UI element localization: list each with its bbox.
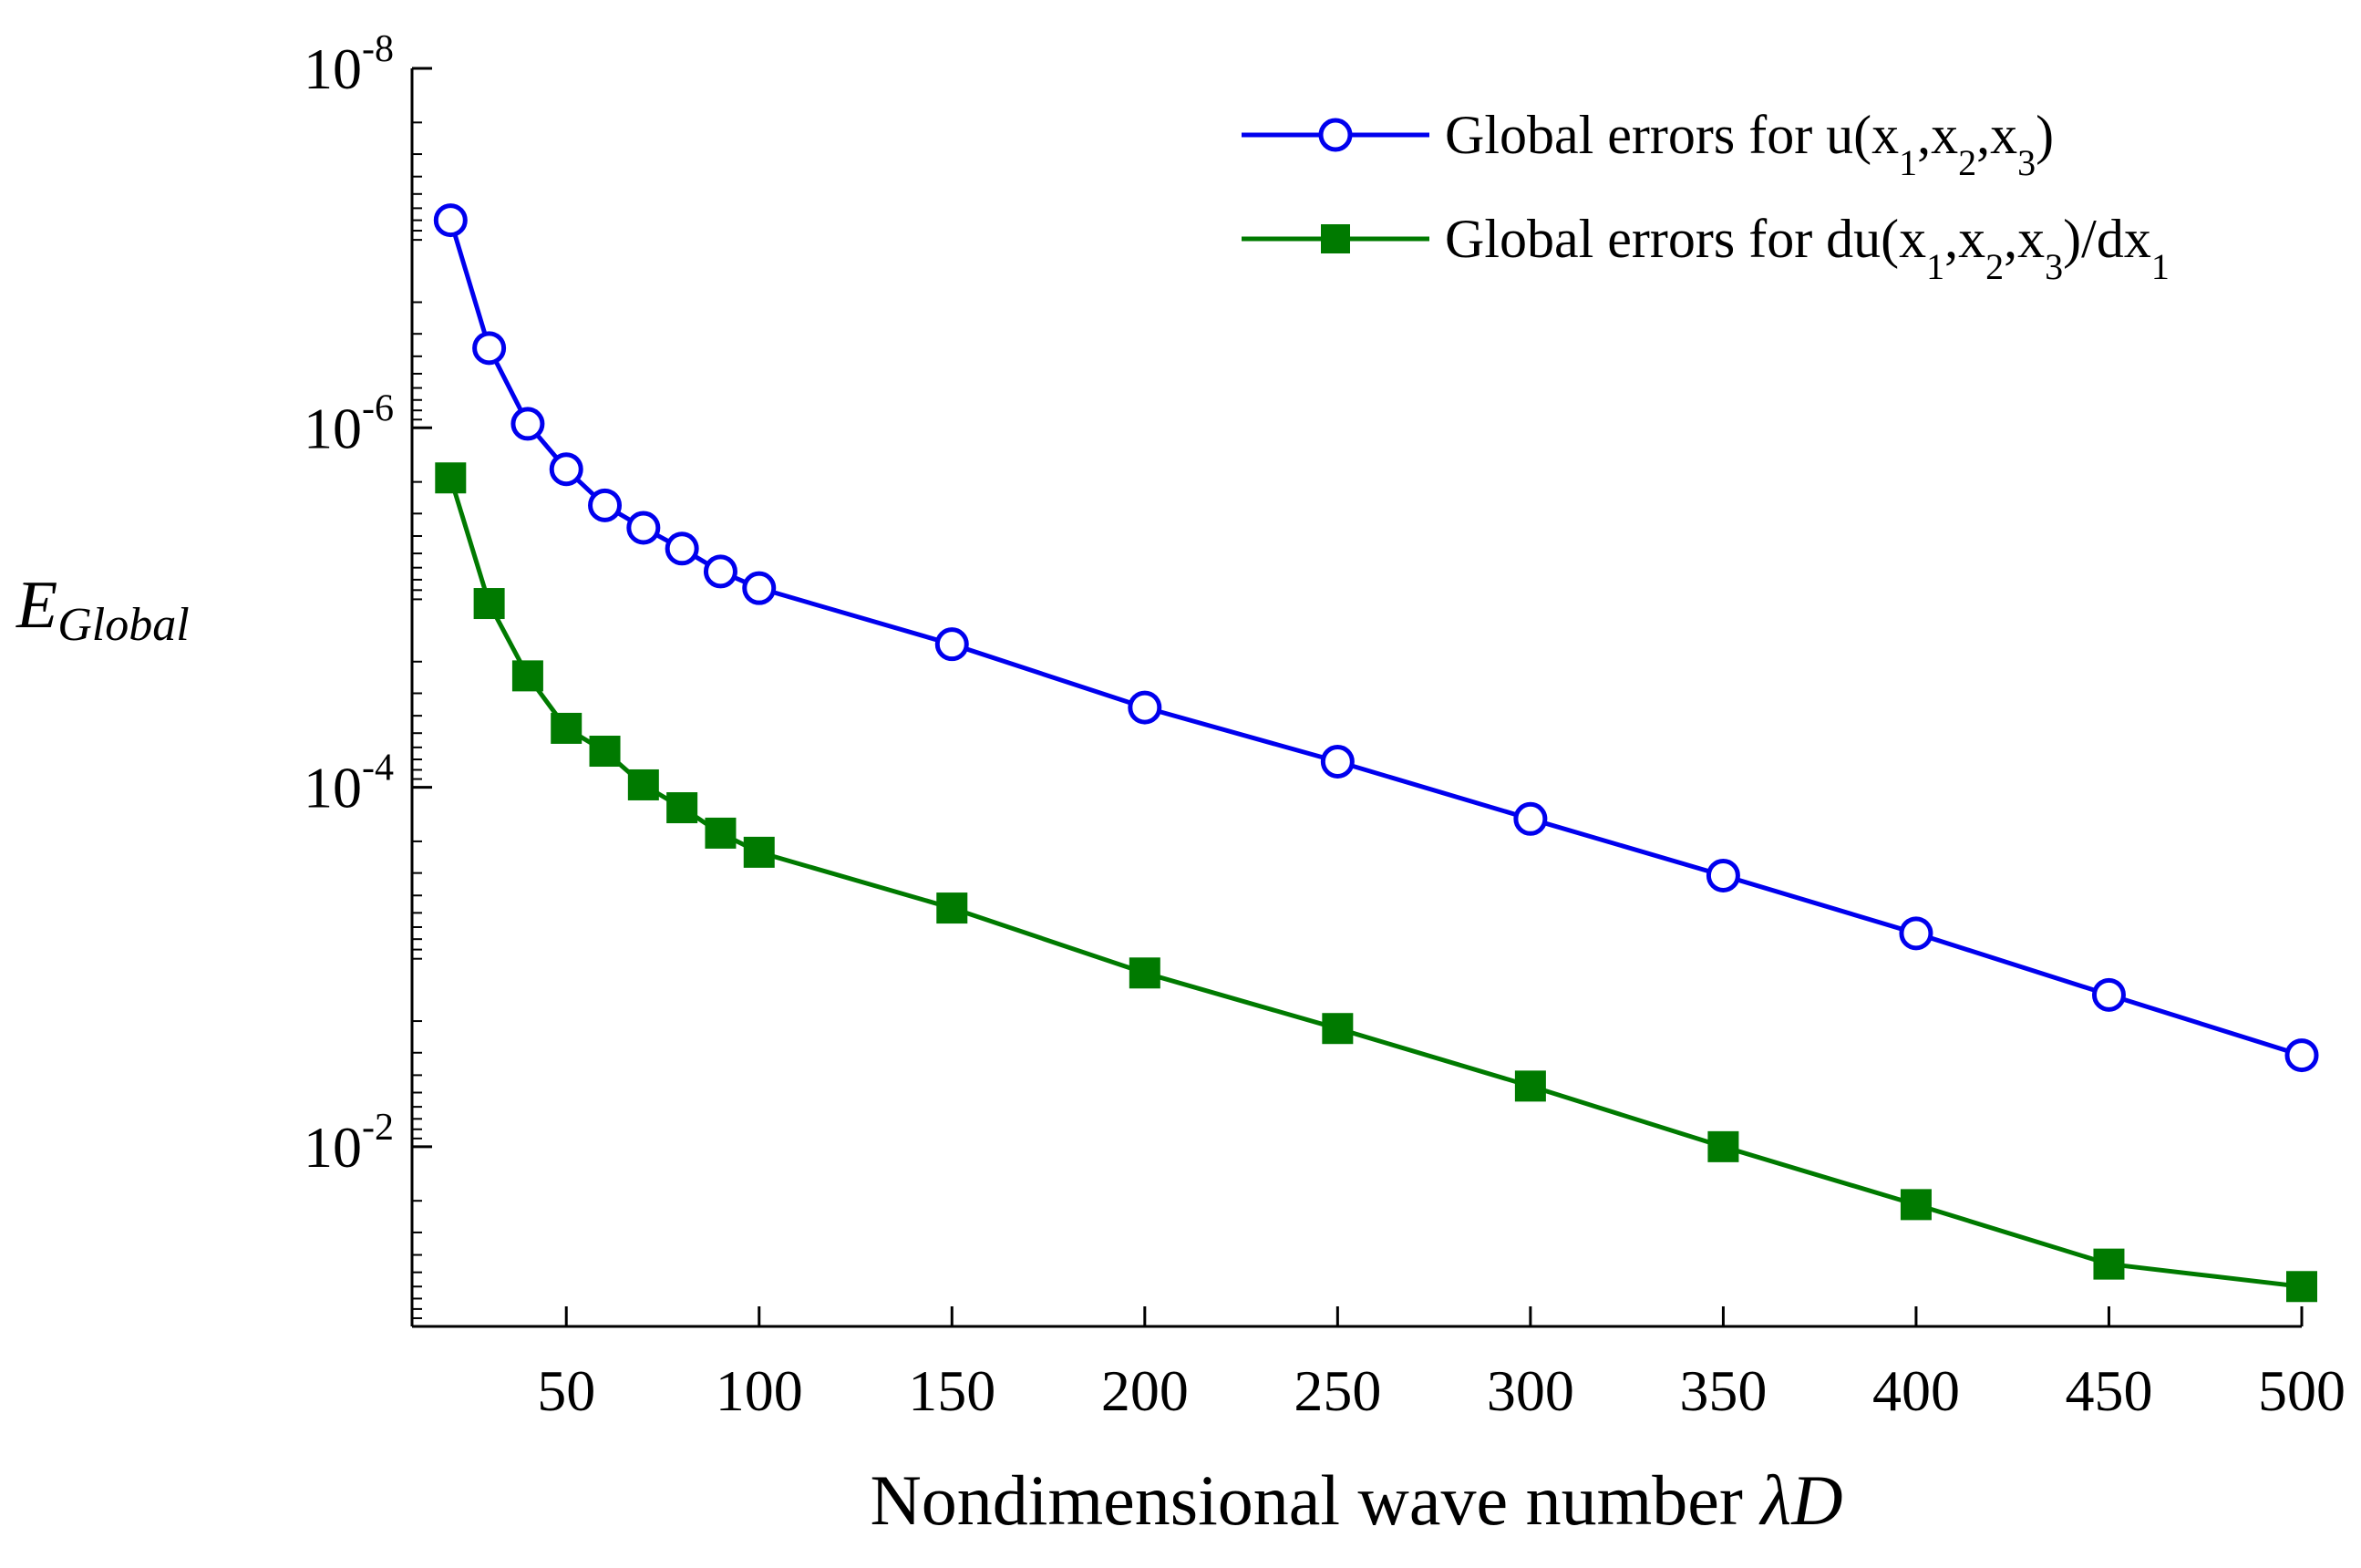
- data-point-square: [551, 712, 583, 744]
- legend-subscript: 2: [1985, 246, 2004, 287]
- data-point-circle: [472, 331, 507, 366]
- y-tick-base: 10: [304, 756, 362, 820]
- y-tick-base: 10: [304, 36, 362, 101]
- legend-subscript: 1: [1926, 246, 1944, 287]
- data-point-square: [1129, 957, 1160, 989]
- data-point-circle: [2091, 977, 2126, 1012]
- data-point-square: [666, 792, 698, 824]
- y-tick-label: 10-2: [304, 1107, 394, 1180]
- data-point-circle: [549, 452, 583, 487]
- legend-label: Global errors for du(x1,x2,x3)/dx1: [1445, 209, 2170, 287]
- data-point-circle: [626, 511, 661, 545]
- legend-label: Global errors for u(x1,x2,x3): [1445, 105, 2054, 183]
- data-point-circle: [703, 554, 737, 589]
- y-tick-exponent: -2: [362, 1107, 394, 1149]
- legend-text-part: ,x: [2004, 209, 2045, 269]
- data-point-circle: [433, 203, 468, 238]
- data-point-circle: [665, 531, 699, 566]
- data-point-circle: [510, 407, 545, 441]
- x-tick-label: 450: [2065, 1358, 2152, 1423]
- y-tick-exponent: -8: [362, 28, 394, 70]
- legend: Global errors for u(x1,x2,x3)Global erro…: [1242, 105, 2170, 287]
- data-point-circle: [2284, 1038, 2319, 1073]
- data-point-square: [1514, 1070, 1546, 1102]
- series-layer: [433, 203, 2319, 1303]
- data-point-circle: [588, 488, 623, 522]
- data-point-circle: [1513, 801, 1548, 836]
- legend-subscript: 3: [2045, 246, 2063, 287]
- data-point-square: [589, 736, 621, 768]
- data-point-square: [627, 769, 659, 800]
- x-tick-label: 100: [716, 1358, 803, 1423]
- x-tick-label: 500: [2258, 1358, 2346, 1423]
- legend-text-part: Global errors for du(x: [1445, 209, 1926, 269]
- legend-marker-square: [1321, 224, 1350, 253]
- legend-text-part: ,x: [1917, 105, 1958, 165]
- data-point-square: [1707, 1130, 1739, 1162]
- x-axis-title-symbol: λD: [1758, 1460, 1842, 1540]
- data-point-square: [2093, 1248, 2125, 1280]
- axis-labels: Nondimensional wave number λD EGlobal: [15, 568, 1843, 1540]
- data-point-circle: [1706, 858, 1740, 892]
- legend-subscript: 3: [2017, 142, 2036, 183]
- y-tick-label: 10-4: [304, 748, 394, 820]
- x-tick-label: 250: [1294, 1358, 1381, 1423]
- data-point-square: [473, 588, 505, 620]
- legend-text-part: Global errors for u(x: [1445, 105, 1899, 165]
- legend-subscript: 2: [1958, 142, 1976, 183]
- legend-text-part: ): [2036, 105, 2054, 165]
- x-tick-label: 400: [1872, 1358, 1960, 1423]
- data-point-circle: [1320, 744, 1355, 779]
- data-point-square: [1900, 1189, 1932, 1221]
- x-tick-label: 300: [1487, 1358, 1574, 1423]
- legend-text-part: ,x: [1944, 209, 1985, 269]
- x-tick-label: 150: [908, 1358, 995, 1423]
- legend-entry-1: Global errors for u(x1,x2,x3): [1242, 105, 2054, 183]
- data-point-circle: [1128, 690, 1162, 725]
- y-tick-label: 10-6: [304, 387, 394, 460]
- y-tick-base: 10: [304, 396, 362, 460]
- data-point-circle: [742, 571, 777, 605]
- legend-text-part: ,x: [1976, 105, 2017, 165]
- x-tick-label: 50: [537, 1358, 595, 1423]
- x-axis-title: Nondimensional wave number λD: [870, 1460, 1842, 1540]
- legend-subscript: 1: [1899, 142, 1917, 183]
- legend-text-part: )/dx: [2063, 209, 2151, 269]
- y-axis-title-main: E: [15, 568, 57, 643]
- data-point-circle: [934, 627, 969, 662]
- data-point-square: [2286, 1271, 2317, 1303]
- y-tick-base: 10: [304, 1115, 362, 1180]
- y-axis-title: EGlobal: [15, 568, 190, 651]
- x-tick-label: 200: [1101, 1358, 1189, 1423]
- legend-entry-2: Global errors for du(x1,x2,x3)/dx1: [1242, 209, 2170, 287]
- data-point-square: [511, 660, 543, 692]
- y-axis-title-subscript: Global: [57, 599, 189, 651]
- data-point-square: [435, 462, 467, 494]
- series-1: [433, 203, 2319, 1073]
- data-point-circle: [1899, 916, 1933, 951]
- legend-subscript: 1: [2151, 246, 2170, 287]
- legend-marker-circle: [1318, 118, 1353, 152]
- x-axis-title-text: Nondimensional wave number: [870, 1460, 1760, 1540]
- y-tick-label: 10-8: [304, 28, 394, 101]
- data-point-square: [936, 892, 968, 924]
- y-tick-exponent: -4: [362, 748, 394, 789]
- data-point-square: [705, 817, 737, 849]
- series-2: [435, 462, 2317, 1303]
- data-point-square: [743, 836, 775, 868]
- data-point-square: [1322, 1013, 1354, 1045]
- y-tick-exponent: -6: [362, 387, 394, 429]
- axes: 50 100 150 200 250 300 350 400 450 50010-810-610-…: [304, 28, 2346, 1423]
- x-tick-label: 350: [1679, 1358, 1767, 1423]
